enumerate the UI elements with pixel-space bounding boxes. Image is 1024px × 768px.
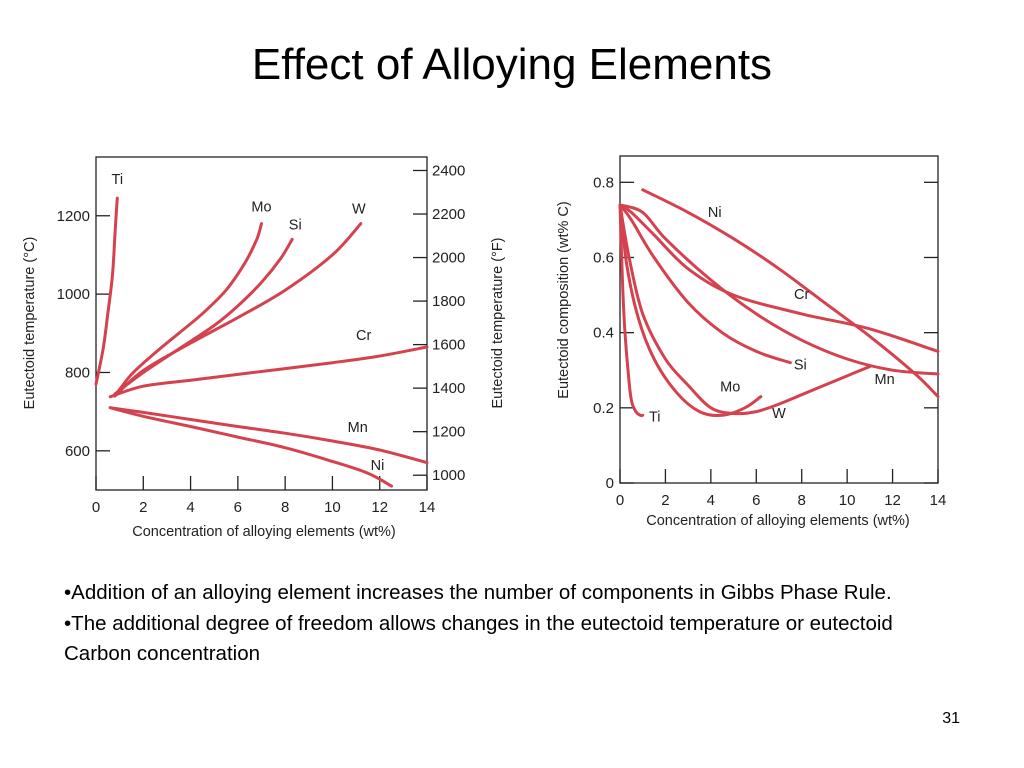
series-label-ni: Ni bbox=[708, 205, 722, 221]
x-tick-label: 0 bbox=[92, 499, 100, 516]
eutectoid-composition-chart: 0 2 4 6 8 10 12 14 0 0.2 0.4 0.6 0.8 Ni Cr Mn Si Mo W Ti C… bbox=[556, 155, 947, 529]
x-tick-label: 14 bbox=[419, 499, 436, 516]
slide-title: Effect of Alloying Elements bbox=[251, 40, 773, 89]
series-label-cr: Cr bbox=[356, 328, 371, 344]
eutectoid-temperature-chart: 0 2 4 6 8 10 12 14 600 800 1000 1200 1000 1200 1400 160… bbox=[22, 156, 506, 540]
x-axis-label: Concentration of alloying elements (wt%) bbox=[646, 513, 910, 529]
bullet-item: •Addition of an alloying element increas… bbox=[64, 581, 892, 604]
series-label-w: W bbox=[772, 406, 786, 422]
series-label-w: W bbox=[352, 202, 366, 218]
series-line-w bbox=[113, 222, 363, 398]
bullet-item: •The additional degree of freedom allows… bbox=[64, 611, 893, 666]
series-line-mn bbox=[618, 203, 940, 376]
series-line-ni bbox=[108, 406, 393, 488]
plot-frame bbox=[619, 155, 939, 484]
y-tick-label-right: 1400 bbox=[432, 380, 465, 397]
y-tick-label-right: 1800 bbox=[432, 293, 465, 310]
x-tick-label: 2 bbox=[139, 499, 147, 516]
y-tick-label-right: 1000 bbox=[432, 467, 465, 484]
plot-frame bbox=[95, 156, 428, 491]
y-tick-label: 1000 bbox=[57, 286, 90, 303]
series-label-mo: Mo bbox=[251, 200, 271, 216]
y-tick-label: 600 bbox=[65, 443, 90, 460]
y-axis-label: Eutectoid composition (wt% C) bbox=[556, 201, 572, 398]
page-number: 31 bbox=[942, 710, 960, 727]
series-line-cr bbox=[618, 203, 940, 353]
y-tick-label: 0.6 bbox=[593, 249, 614, 266]
series-label-mo: Mo bbox=[720, 379, 740, 395]
series-label-mn: Mn bbox=[874, 372, 894, 388]
y-tick-label: 0.2 bbox=[593, 400, 614, 417]
y-tick-label: 0 bbox=[606, 475, 614, 492]
series-label-si: Si bbox=[794, 358, 807, 374]
y-axis-label-right: Eutectoid temperature (°F) bbox=[490, 237, 506, 408]
series-label-ti: Ti bbox=[649, 409, 661, 425]
series-label-ni: Ni bbox=[371, 458, 385, 474]
series-line-mo bbox=[113, 222, 263, 398]
x-tick-label: 6 bbox=[234, 499, 242, 516]
y-tick-label: 0.4 bbox=[593, 325, 614, 342]
x-tick-label: 2 bbox=[661, 492, 669, 509]
x-tick-label: 14 bbox=[930, 492, 947, 509]
y-tick-label: 1200 bbox=[57, 208, 90, 225]
y-tick-label-right: 2200 bbox=[432, 206, 465, 223]
x-tick-label: 0 bbox=[616, 492, 624, 509]
y-tick-label-right: 2000 bbox=[432, 250, 465, 267]
series-label-si: Si bbox=[289, 217, 302, 233]
x-tick-label: 10 bbox=[324, 499, 341, 516]
x-tick-label: 6 bbox=[752, 492, 760, 509]
series-label-cr: Cr bbox=[794, 287, 809, 303]
series-line-si bbox=[113, 237, 294, 396]
y-tick-label-right: 1200 bbox=[432, 424, 465, 441]
x-tick-label: 4 bbox=[707, 492, 715, 509]
series-label-ti: Ti bbox=[112, 172, 124, 188]
y-tick-label: 0.8 bbox=[593, 174, 614, 191]
series-line-w bbox=[618, 203, 872, 416]
x-axis-label: Concentration of alloying elements (wt%) bbox=[132, 524, 396, 540]
y-tick-label-right: 1600 bbox=[432, 337, 465, 354]
series-line-si bbox=[618, 203, 792, 365]
y-tick-label: 800 bbox=[65, 364, 90, 381]
series-line-cr bbox=[108, 345, 429, 399]
x-tick-label: 12 bbox=[884, 492, 901, 509]
series-line-ni bbox=[641, 188, 940, 399]
x-tick-label: 4 bbox=[186, 499, 194, 516]
series-label-mn: Mn bbox=[348, 420, 368, 436]
x-tick-label: 8 bbox=[798, 492, 806, 509]
x-tick-label: 8 bbox=[281, 499, 289, 516]
series-line-mo bbox=[618, 203, 763, 418]
bullet-list: •Addition of an alloying element increas… bbox=[64, 578, 964, 670]
series-line-ti bbox=[618, 203, 645, 418]
x-tick-label: 12 bbox=[371, 499, 388, 516]
y-axis-label: Eutectoid temperature (°C) bbox=[22, 237, 38, 410]
x-tick-label: 10 bbox=[839, 492, 856, 509]
series-line-mn bbox=[108, 406, 429, 465]
y-tick-label-right: 2400 bbox=[432, 162, 465, 179]
series-line-ti bbox=[94, 196, 119, 386]
